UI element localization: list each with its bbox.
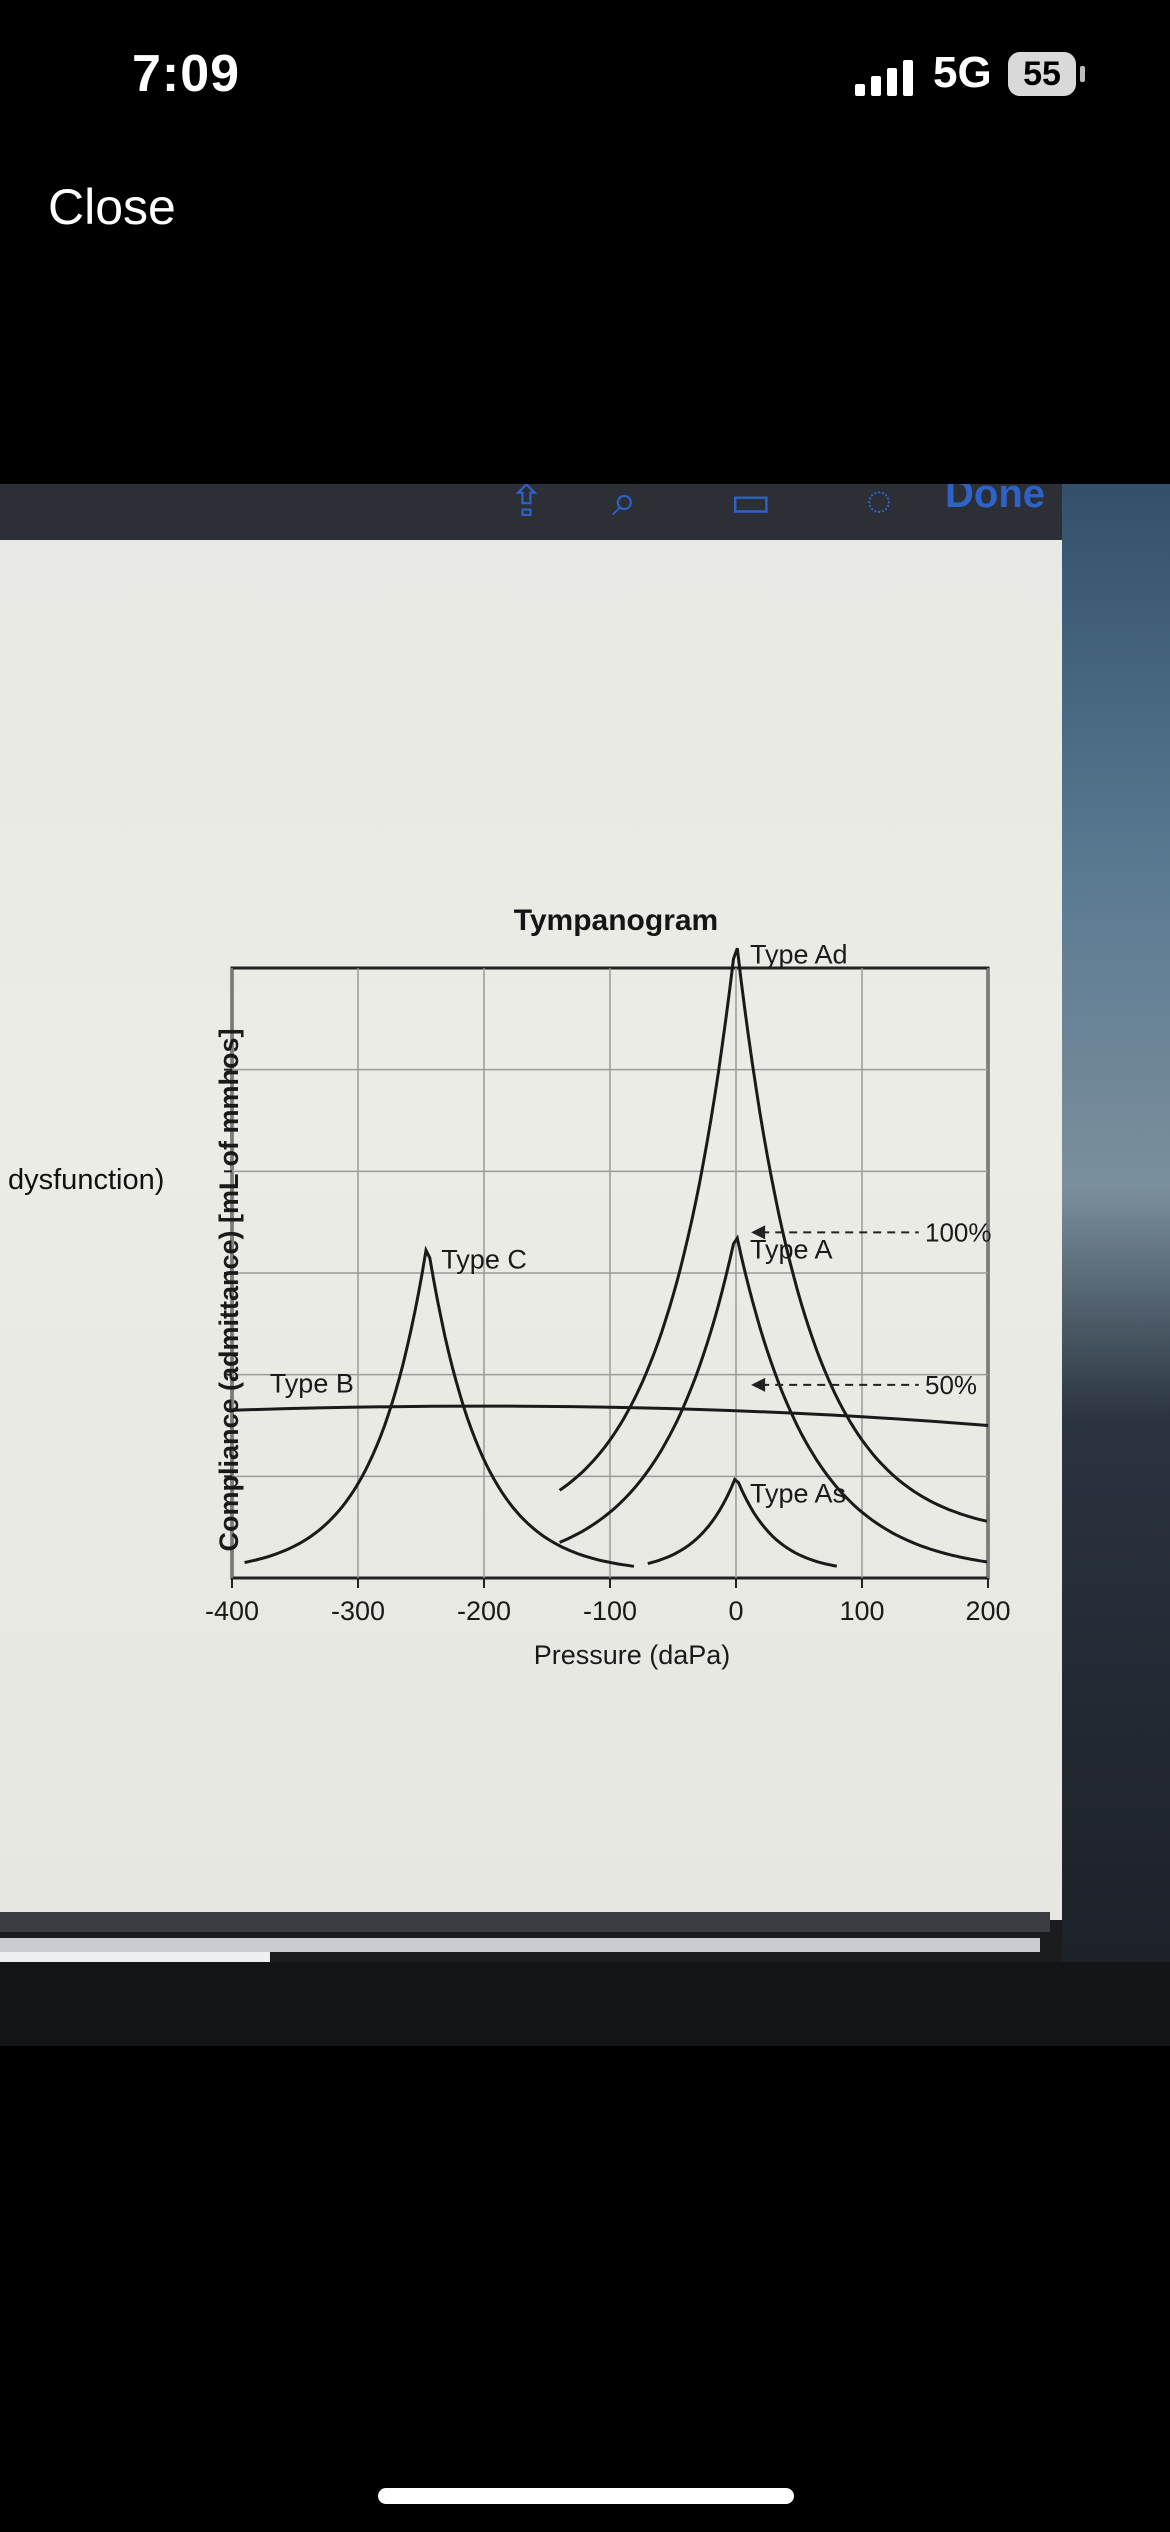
background-edge [1062,484,1170,2046]
annotation-label: 50% [925,1370,977,1400]
done-button: Done [945,484,1045,516]
share-icon: ⇪ [508,484,545,526]
status-bar: 7:09 5G 55 [0,0,1170,150]
pen-icon: ◌ [866,484,893,525]
tablet-screen [0,540,1062,1920]
x-tick-label: 100 [839,1596,884,1626]
x-tick-label: -200 [457,1596,511,1626]
series-type-b [231,1404,989,1427]
network-type: 5G [933,48,992,97]
chart-labels: Type B Type C Type Ad Type A Type As 100% 50% [270,940,992,1509]
chart-title: Tympanogram [514,904,718,937]
markup-icon: ▭ [730,484,772,526]
chart-curves [231,947,989,1568]
x-tick-label: -300 [331,1596,385,1626]
arrow-icon [751,1377,766,1392]
annotation-label: 100% [925,1217,992,1247]
under-panel [0,1962,1170,2046]
x-axis-label: Pressure (daPa) [534,1640,731,1670]
x-tick-label: 200 [965,1596,1010,1626]
series-label: Type C [441,1245,527,1275]
arrow-icon [751,1225,766,1240]
tablet-frame-highlight [0,1952,270,1962]
series-type-c [244,1245,635,1568]
series-type-a [559,1234,987,1564]
chart-grid: -400 -300 -200 -100 0 100 200 [205,966,1011,1626]
tablet-frame-edge [0,1938,1040,1952]
tablet-toolbar: ⇪ ⌕ ▭ ◌ Done [0,484,1075,542]
series-label: Type As [750,1478,846,1508]
home-indicator[interactable] [378,2488,794,2504]
photo: ⇪ ⌕ ▭ ◌ Done [0,484,1170,2046]
close-button[interactable]: Close [48,179,176,235]
series-label: Type A [750,1234,833,1264]
clock: 7:09 [132,45,241,103]
tablet-frame-bottom [0,1912,1050,1932]
x-tick-label: -400 [205,1596,259,1626]
partial-text: dysfunction) [8,1164,165,1196]
battery-tip [1080,66,1085,82]
x-tick-label: -100 [583,1596,637,1626]
series-label: Type B [270,1368,354,1398]
x-tick-label: 0 [728,1596,743,1626]
series-label: Type Ad [750,940,848,970]
battery-icon: 55 [1008,52,1076,96]
series-type-as [647,1477,838,1568]
search-icon: ⌕ [612,484,637,525]
series-type-ad [558,947,988,1523]
signal-icon [855,58,915,96]
y-axis-label: Compliance (admittance) [mL of mmhos] [214,1028,244,1551]
